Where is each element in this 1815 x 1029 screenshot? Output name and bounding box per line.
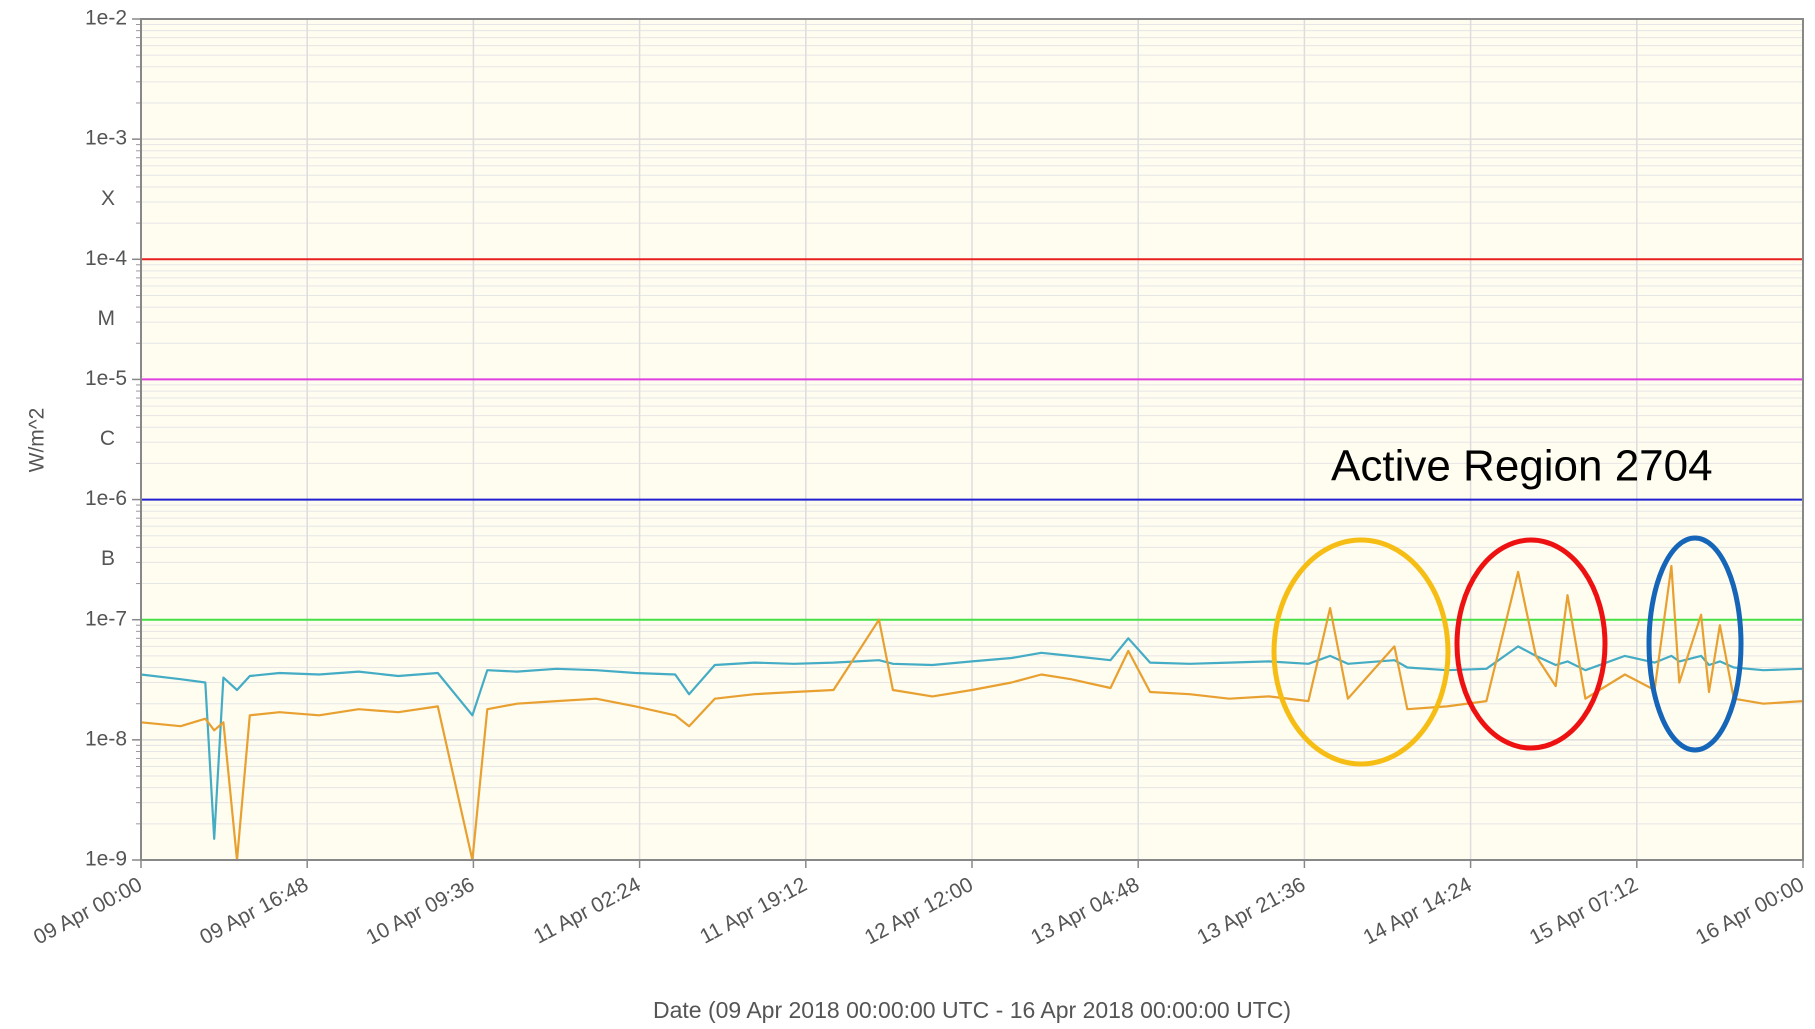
class-label: X	[101, 187, 115, 210]
class-label: M	[98, 307, 116, 330]
class-label: C	[100, 427, 115, 450]
x-tick-label: 12 Apr 12:00	[861, 873, 977, 949]
y-axis-label: W/m^2	[26, 408, 49, 473]
x-tick-label: 11 Apr 02:24	[530, 873, 645, 949]
y-tick-label: 1e-3	[85, 127, 127, 150]
y-tick-label: 1e-2	[85, 7, 127, 30]
x-tick-label: 13 Apr 04:48	[1027, 873, 1143, 949]
plot-frame	[140, 18, 1804, 861]
y-tick-label: 1e-6	[85, 487, 127, 510]
x-tick-label: 13 Apr 21:36	[1193, 873, 1309, 949]
y-tick-label: 1e-9	[85, 848, 127, 871]
highlight-ellipse	[1271, 537, 1451, 767]
x-tick-label: 09 Apr 00:00	[30, 873, 146, 949]
annotation: Active Region 2704	[1331, 442, 1713, 491]
highlight-ellipse	[1646, 535, 1744, 753]
x-tick-label: 14 Apr 14:24	[1360, 873, 1476, 949]
x-tick-label: 09 Apr 16:48	[196, 873, 312, 949]
x-tick-label: 10 Apr 09:36	[362, 873, 478, 949]
x-axis-label: Date (09 Apr 2018 00:00:00 UTC - 16 Apr …	[653, 997, 1291, 1023]
class-label: B	[101, 547, 115, 570]
series-line	[140, 637, 1804, 840]
x-tick-label: 16 Apr 00:00	[1692, 873, 1808, 949]
x-tick-label: 11 Apr 19:12	[696, 873, 811, 948]
y-tick-label: 1e-5	[85, 367, 127, 390]
y-tick-label: 1e-4	[85, 247, 127, 270]
y-tick-label: 1e-8	[85, 727, 127, 750]
y-tick-label: 1e-7	[85, 607, 127, 630]
x-tick-label: 15 Apr 07:12	[1526, 873, 1642, 949]
highlight-ellipse	[1454, 537, 1608, 751]
